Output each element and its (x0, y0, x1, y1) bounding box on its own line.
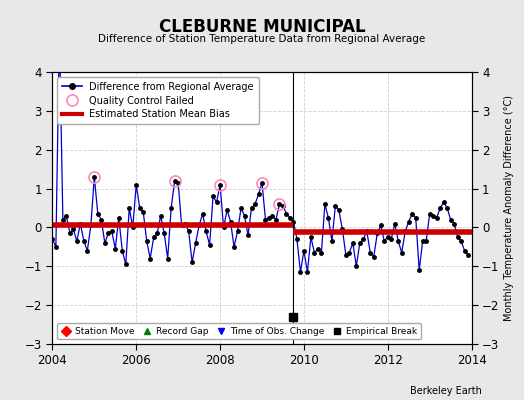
Text: Berkeley Earth: Berkeley Earth (410, 386, 482, 396)
Text: Difference of Station Temperature Data from Regional Average: Difference of Station Temperature Data f… (99, 34, 425, 44)
Y-axis label: Monthly Temperature Anomaly Difference (°C): Monthly Temperature Anomaly Difference (… (504, 95, 514, 321)
Legend: Station Move, Record Gap, Time of Obs. Change, Empirical Break: Station Move, Record Gap, Time of Obs. C… (57, 323, 421, 340)
Text: CLEBURNE MUNICIPAL: CLEBURNE MUNICIPAL (159, 18, 365, 36)
